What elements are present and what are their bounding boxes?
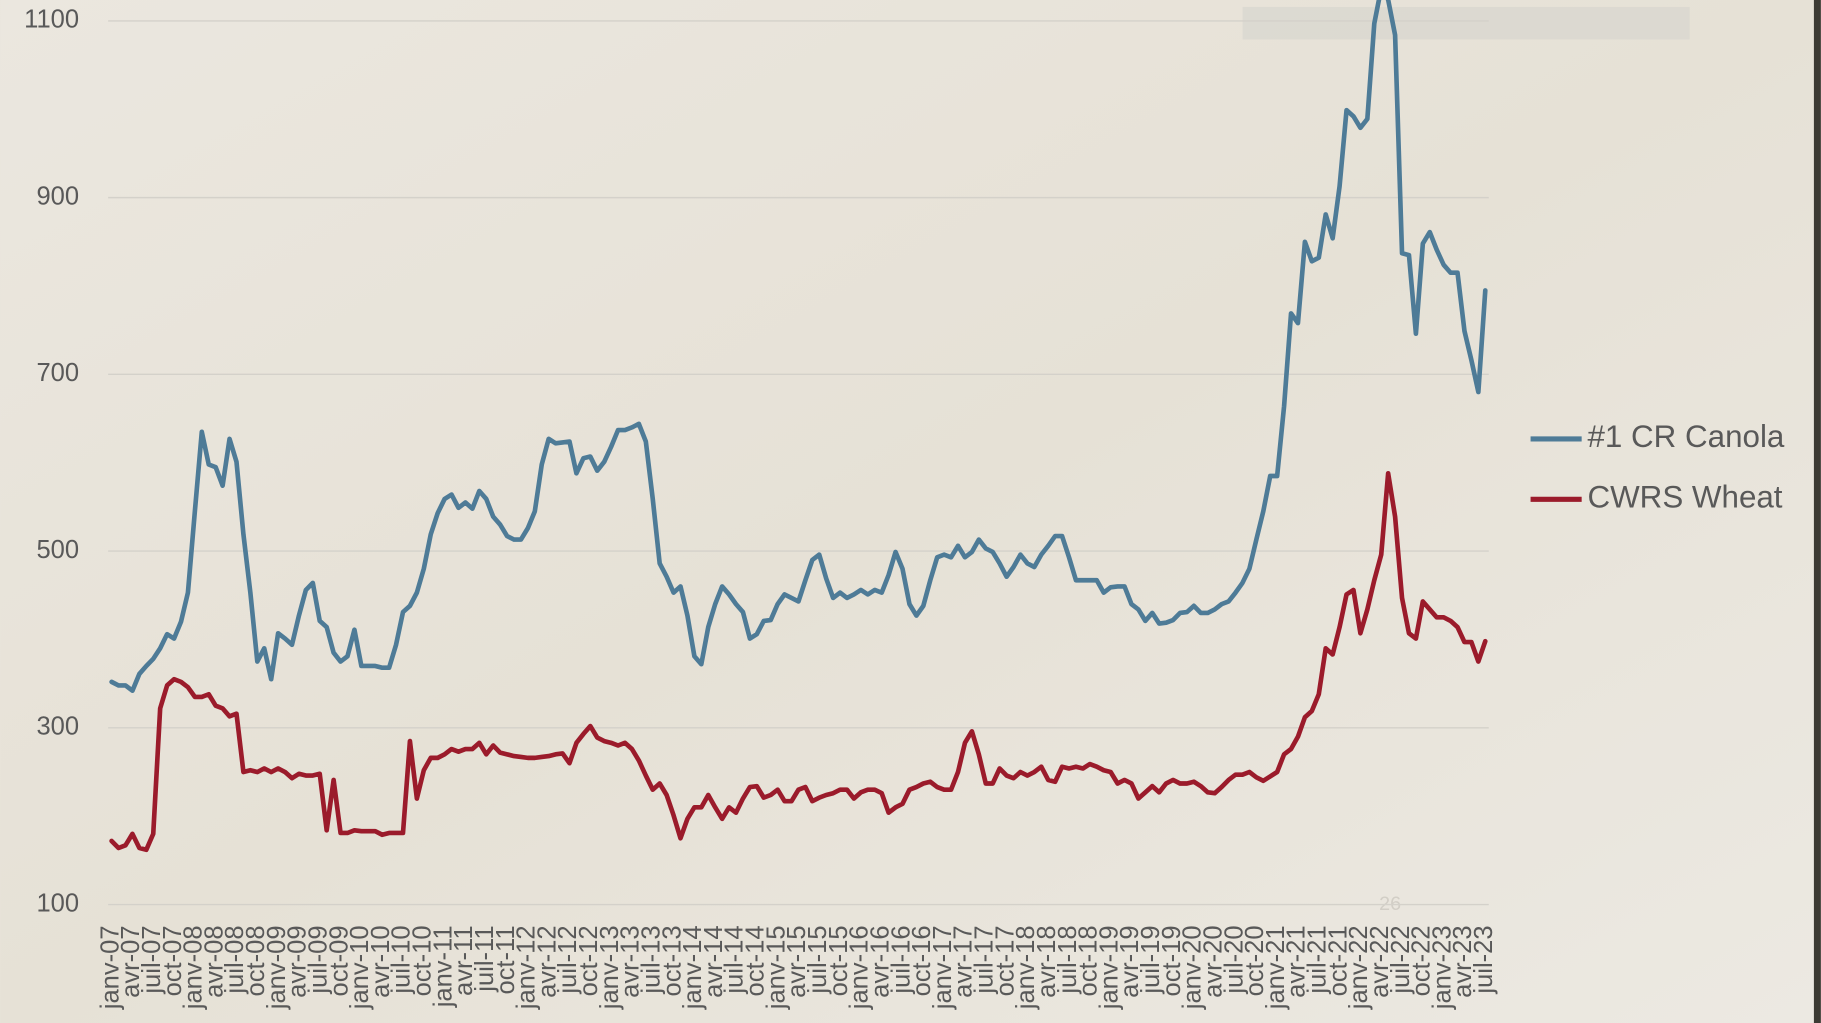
series-line: [109, 0, 1488, 694]
x-tick-label: juil-15: [804, 925, 832, 994]
x-tick-label: avr-12: [533, 925, 561, 997]
x-tick-label: oct-09: [325, 925, 353, 996]
x-tick-label: oct-19: [1158, 925, 1186, 996]
x-tick-label: janv-11: [429, 925, 457, 1008]
x-tick-label: juil-20: [1220, 925, 1248, 994]
y-tick-label: 1100: [24, 6, 79, 34]
x-tick-label: janv-20: [1179, 925, 1207, 1010]
x-tick-label: avr-11: [450, 925, 478, 995]
x-tick-label: janv-18: [1012, 925, 1040, 1010]
x-tick-label: janv-23: [1428, 925, 1456, 1010]
x-tick-label: oct-10: [409, 925, 437, 996]
x-tick-label: avr-07: [117, 925, 145, 997]
y-tick-label: 700: [36, 359, 79, 387]
y-tick-label: 300: [36, 713, 79, 741]
x-tick-label: janv-14: [679, 925, 707, 1010]
x-tick-label: janv-22: [1345, 925, 1373, 1010]
series-line: [109, 471, 1488, 853]
x-tick-label: oct-21: [1324, 925, 1352, 996]
x-tick-label: avr-08: [200, 925, 228, 997]
x-tick-label: oct-15: [825, 925, 853, 996]
y-tick-label: 900: [36, 182, 79, 210]
x-tick-label: avr-16: [866, 925, 894, 997]
x-tick-label: avr-19: [1116, 925, 1144, 997]
x-tick-label: avr-20: [1199, 925, 1227, 997]
x-tick-label: oct-18: [1075, 925, 1103, 996]
x-tick-label: juil-12: [554, 925, 582, 994]
x-tick-label: oct-17: [991, 925, 1019, 996]
x-tick-label: oct-16: [908, 925, 936, 996]
y-tick-label: 100: [36, 889, 79, 917]
y-tick-label: 500: [36, 536, 79, 564]
x-tick-label: juil-10: [388, 925, 416, 994]
x-tick-label: janv-07: [96, 925, 124, 1010]
x-tick-label: janv-12: [513, 925, 541, 1010]
x-tick-label: juil-07: [138, 925, 166, 994]
x-tick-label: janv-15: [762, 925, 790, 1010]
x-tick-label: juil-21: [1304, 925, 1332, 994]
x-tick-label: janv-10: [346, 925, 374, 1010]
x-tick-label: avr-18: [1033, 925, 1061, 997]
background-band: [1242, 6, 1690, 40]
x-tick-label: janv-17: [929, 925, 957, 1010]
x-tick-label: janv-08: [180, 925, 208, 1010]
x-tick-label: juil-13: [638, 925, 666, 994]
x-tick-label: avr-21: [1283, 925, 1311, 997]
x-tick-label: oct-22: [1408, 925, 1436, 996]
x-tick-label: avr-22: [1366, 925, 1394, 997]
x-tick-label: avr-15: [783, 925, 811, 997]
x-tick-label: avr-09: [284, 925, 312, 997]
slide-number: 26: [1379, 893, 1401, 915]
x-tick-label: juil-09: [304, 925, 332, 994]
legend-label: #1 CR Canola: [1587, 419, 1784, 454]
x-tick-label: juil-16: [887, 925, 915, 994]
x-tick-label: oct-20: [1241, 925, 1269, 996]
x-tick-label: oct-07: [159, 925, 187, 996]
x-tick-label: avr-17: [950, 925, 978, 997]
x-tick-label: juil-22: [1387, 925, 1415, 994]
x-tick-label: avr-23: [1449, 925, 1477, 997]
x-tick-label: juil-19: [1137, 925, 1165, 994]
x-tick-label: avr-10: [367, 925, 395, 997]
x-tick-label: oct-12: [575, 925, 603, 996]
x-tick-label: juil-08: [221, 925, 249, 994]
x-tick-label: oct-13: [658, 925, 686, 996]
legend-label: CWRS Wheat: [1587, 480, 1782, 515]
x-tick-label: avr-14: [700, 925, 728, 997]
x-tick-label: janv-09: [263, 925, 291, 1010]
x-tick-label: avr-13: [617, 925, 645, 997]
x-tick-label: janv-16: [846, 925, 874, 1010]
x-tick-label: janv-13: [596, 925, 624, 1010]
x-tick-label: juil-23: [1470, 925, 1498, 994]
right-edge: [1813, 0, 1821, 1023]
x-tick-label: juil-11: [471, 925, 499, 992]
x-tick-label: juil-18: [1054, 925, 1082, 994]
x-tick-label: oct-08: [242, 925, 270, 996]
x-tick-label: juil-17: [971, 925, 999, 994]
x-tick-label: juil-14: [721, 925, 749, 994]
x-tick-label: janv-21: [1262, 925, 1290, 1010]
x-tick-label: oct-14: [742, 925, 770, 996]
x-tick-label: oct-11: [492, 925, 520, 994]
x-tick-label: janv-19: [1095, 925, 1123, 1010]
